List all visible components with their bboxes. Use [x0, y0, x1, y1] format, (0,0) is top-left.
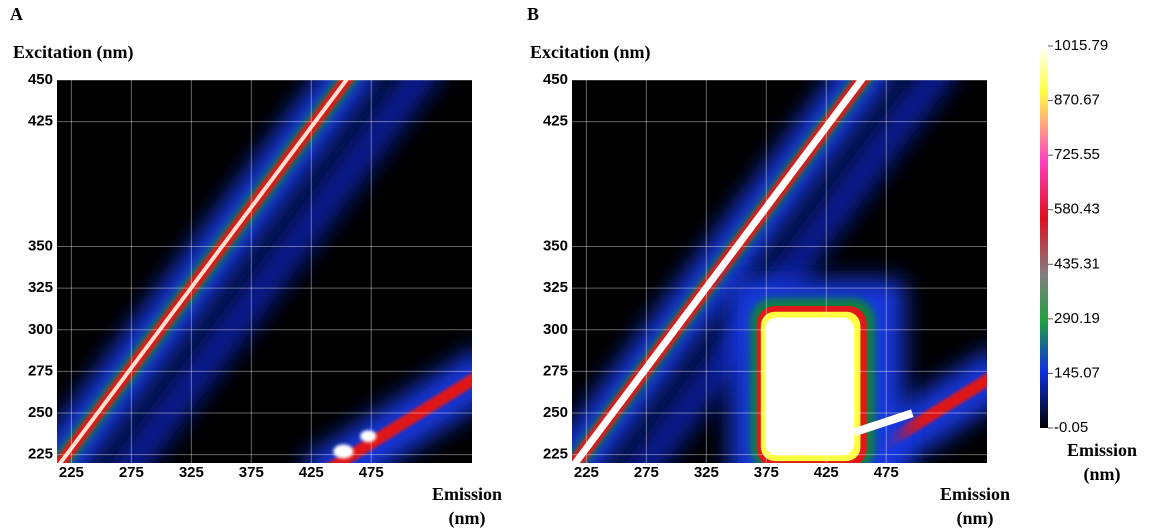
colorbar-tick-label: 725.55 — [1054, 146, 1100, 163]
x-tick-label: 275 — [634, 464, 659, 481]
panel-label: A — [10, 4, 23, 24]
x-tick-label: 225 — [59, 464, 84, 481]
colorbar-tick-label: 1015.79 — [1054, 37, 1108, 54]
x-tick-label: 275 — [119, 464, 144, 481]
x-tick-label: 475 — [874, 464, 899, 481]
y-tick-label: 450 — [28, 71, 53, 88]
second-band-glow — [109, 80, 439, 463]
y-tick-label: 325 — [543, 279, 568, 296]
corner-hot — [360, 430, 377, 443]
y-tick-label: 250 — [28, 404, 53, 421]
blob-core — [764, 317, 855, 456]
y-axis-label: Excitation (nm) — [530, 42, 651, 63]
colorbar-tick-label: -0.05 — [1054, 419, 1088, 436]
corner-hot — [333, 444, 354, 459]
colorbar-tick-label: 145.07 — [1054, 364, 1100, 381]
y-tick-label: 225 — [28, 446, 53, 463]
y-tick-label: 350 — [28, 237, 53, 254]
colorbar-tick-label: 435.31 — [1054, 255, 1100, 272]
heatmap-image — [572, 80, 987, 463]
colorbar-tick-label: 580.43 — [1054, 201, 1100, 218]
x-tick-label: 425 — [299, 464, 324, 481]
y-tick-label: 425 — [543, 113, 568, 130]
x-axis-label: Emission (nm) — [939, 484, 1011, 528]
y-axis-label: Excitation (nm) — [13, 42, 134, 63]
x-axis-label: Emission (nm) — [431, 484, 503, 528]
x-tick-label: 325 — [179, 464, 204, 481]
panel-label: B — [527, 4, 539, 24]
colorbar — [1040, 46, 1048, 428]
colorbar-tick-label: 290.19 — [1054, 310, 1100, 327]
heatmap-image — [57, 80, 472, 463]
y-tick-label: 350 — [543, 237, 568, 254]
y-tick-label: 250 — [543, 404, 568, 421]
y-tick-label: 300 — [28, 321, 53, 338]
y-tick-label: 225 — [543, 446, 568, 463]
x-tick-label: 375 — [754, 464, 779, 481]
y-tick-label: 275 — [28, 362, 53, 379]
band-core — [572, 80, 866, 463]
band-core — [57, 80, 349, 463]
x-tick-label: 425 — [814, 464, 839, 481]
y-tick-label: 425 — [28, 113, 53, 130]
corner-red — [327, 373, 472, 463]
y-tick-label: 450 — [543, 71, 568, 88]
x-tick-label: 225 — [574, 464, 599, 481]
colorbar-label: Emission (nm) — [1066, 440, 1138, 484]
x-tick-label: 475 — [359, 464, 384, 481]
second-band-glow — [624, 80, 954, 463]
x-tick-label: 375 — [239, 464, 264, 481]
y-tick-label: 275 — [543, 362, 568, 379]
y-tick-label: 325 — [28, 279, 53, 296]
y-tick-label: 300 — [543, 321, 568, 338]
blob-tail — [852, 409, 914, 437]
x-tick-label: 325 — [694, 464, 719, 481]
colorbar-tick-label: 870.67 — [1054, 92, 1100, 109]
